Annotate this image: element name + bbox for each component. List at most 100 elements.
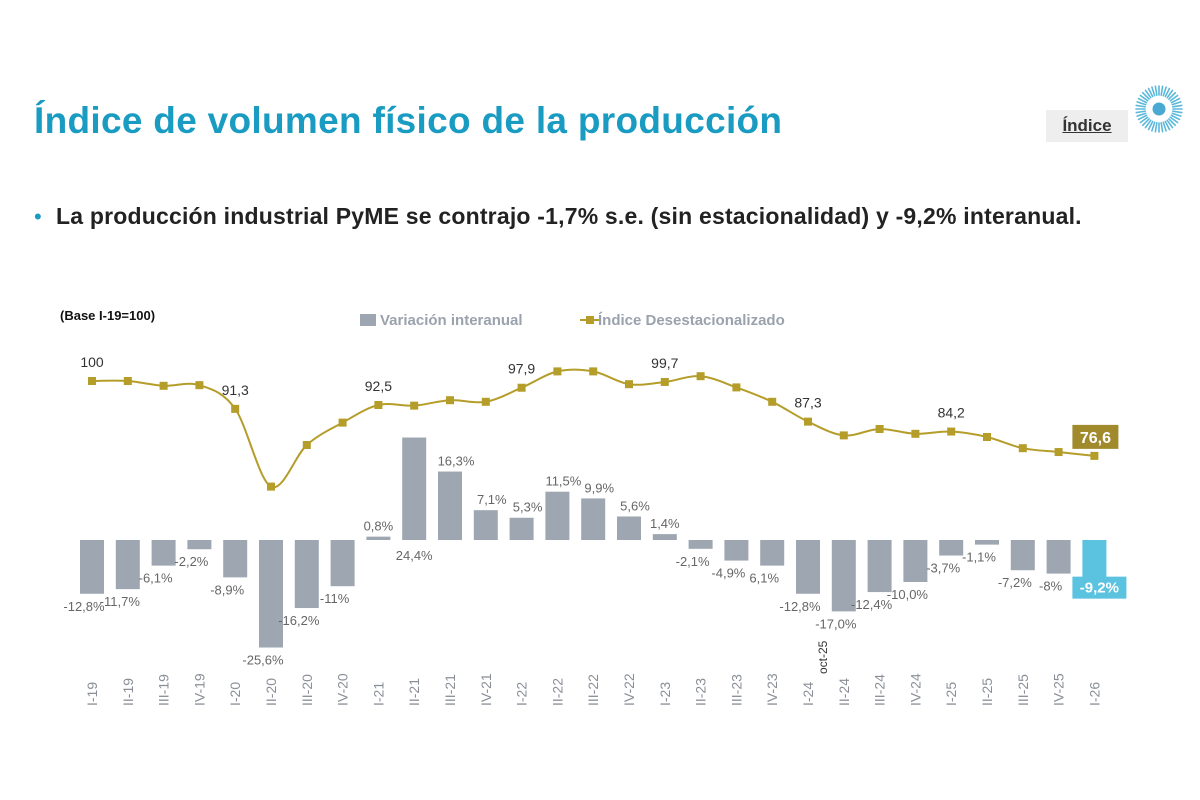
line-marker bbox=[768, 397, 777, 406]
bar bbox=[151, 540, 176, 566]
legend-bar-label: Variación interanual bbox=[380, 312, 523, 329]
bar-label: -7,2% bbox=[998, 575, 1032, 590]
bar bbox=[115, 540, 140, 590]
line-label: 100 bbox=[80, 354, 104, 370]
x-tick-label: I-21 bbox=[370, 682, 386, 706]
x-tick-label: III-21 bbox=[442, 674, 458, 706]
line-marker bbox=[839, 431, 848, 440]
bar bbox=[330, 540, 355, 587]
x-tick-label: II-19 bbox=[120, 678, 136, 706]
bar-label: 6,1% bbox=[749, 571, 779, 586]
bar-label: -8% bbox=[1039, 579, 1063, 594]
bar bbox=[581, 498, 606, 540]
bar bbox=[259, 540, 283, 648]
bar bbox=[473, 510, 498, 540]
logo-ray bbox=[1162, 86, 1167, 97]
bar-label-badge bbox=[1072, 576, 1127, 599]
bar bbox=[939, 540, 964, 556]
line-marker bbox=[481, 397, 490, 406]
logo-ray bbox=[1154, 85, 1158, 96]
line-label: 99,7 bbox=[651, 355, 678, 371]
x-tick-label: IV-20 bbox=[335, 673, 351, 706]
line-label: 92,5 bbox=[365, 378, 392, 394]
bar-label: -8,9% bbox=[210, 582, 244, 597]
bullet-point: • La producción industrial PyME se contr… bbox=[34, 200, 1144, 233]
logo-ray bbox=[1168, 118, 1177, 127]
x-tick-label: III-22 bbox=[585, 674, 601, 706]
line-marker bbox=[231, 404, 240, 413]
base-note: (Base I-19=100) bbox=[60, 308, 155, 323]
line-label: 87,3 bbox=[794, 395, 821, 411]
bar-label: 7,1% bbox=[477, 492, 507, 507]
line-last-label: 76,6 bbox=[1080, 430, 1111, 447]
bar-label: 9,9% bbox=[584, 480, 614, 495]
x-tick-label: I-24 bbox=[800, 682, 816, 706]
bar bbox=[724, 540, 749, 561]
category-note: oct-25 bbox=[816, 640, 830, 674]
bar-label: 5,3% bbox=[513, 500, 543, 515]
logo-ray bbox=[1166, 119, 1174, 129]
logo-ray bbox=[1136, 112, 1147, 117]
line-marker bbox=[804, 417, 812, 426]
line-marker bbox=[983, 433, 991, 441]
x-tick-label: II-25 bbox=[979, 678, 995, 706]
x-tick-label: IV-23 bbox=[764, 673, 780, 706]
logo-ray bbox=[1164, 120, 1171, 131]
bar bbox=[867, 540, 892, 593]
x-tick-label: III-19 bbox=[156, 674, 172, 706]
x-tick-label: II-21 bbox=[406, 678, 422, 706]
bar-label: -6,1% bbox=[139, 571, 173, 586]
bar bbox=[366, 536, 391, 540]
bar-label: -12,8% bbox=[779, 599, 821, 614]
bar bbox=[617, 516, 641, 540]
line-label: 91,3 bbox=[222, 382, 249, 398]
line-marker bbox=[267, 482, 275, 491]
line-marker bbox=[410, 401, 419, 410]
logo-ray bbox=[1171, 101, 1182, 106]
bar bbox=[438, 471, 462, 540]
bar-label: 1,4% bbox=[650, 516, 680, 531]
bar-label: -17,0% bbox=[815, 616, 857, 631]
x-tick-label: II-20 bbox=[263, 678, 279, 706]
x-tick-label: IV-24 bbox=[907, 673, 923, 706]
line-marker bbox=[947, 427, 956, 436]
legend-line-marker bbox=[586, 316, 594, 324]
bar-label: 24,4% bbox=[396, 548, 433, 563]
bar-label: -4,9% bbox=[711, 566, 745, 581]
x-tick-label: III-24 bbox=[872, 674, 888, 706]
x-tick-label: I-20 bbox=[227, 682, 243, 706]
x-tick-label: I-26 bbox=[1086, 682, 1102, 706]
bar-label: -11,7% bbox=[100, 594, 141, 609]
x-tick-label: I-25 bbox=[943, 682, 959, 706]
logo-ray bbox=[1168, 91, 1177, 100]
x-tick-label: II-23 bbox=[693, 678, 709, 706]
bullet-icon: • bbox=[34, 204, 42, 229]
logo-ray bbox=[1160, 85, 1164, 96]
logo-ray bbox=[1151, 121, 1156, 132]
line-label: 97,9 bbox=[508, 361, 535, 377]
bar bbox=[975, 540, 999, 545]
index-link[interactable]: Índice bbox=[1046, 110, 1128, 142]
bar-label: -12,4% bbox=[851, 597, 893, 612]
line-marker bbox=[517, 383, 526, 392]
x-tick-label: I-23 bbox=[657, 682, 673, 706]
x-tick-label: II-24 bbox=[836, 678, 852, 706]
x-tick-label: III-23 bbox=[728, 674, 744, 706]
logo-ray bbox=[1170, 114, 1181, 121]
bar-label: -12,8% bbox=[63, 599, 105, 614]
logo-ray bbox=[1169, 116, 1179, 124]
logo-ray bbox=[1172, 110, 1183, 114]
bar bbox=[509, 517, 534, 540]
logo-ray bbox=[1137, 97, 1148, 104]
line-marker bbox=[1054, 448, 1063, 457]
logo-ray bbox=[1139, 116, 1149, 124]
line-marker bbox=[338, 418, 347, 427]
x-tick-label: IV-22 bbox=[621, 673, 637, 706]
line-marker bbox=[159, 381, 168, 390]
x-tick-label: II-22 bbox=[549, 678, 565, 706]
x-tick-label: IV-21 bbox=[478, 673, 494, 706]
logo-icon bbox=[1135, 85, 1183, 133]
line-label: 84,2 bbox=[938, 405, 965, 421]
x-tick-label: III-25 bbox=[1015, 674, 1031, 706]
logo-ray bbox=[1170, 97, 1181, 104]
